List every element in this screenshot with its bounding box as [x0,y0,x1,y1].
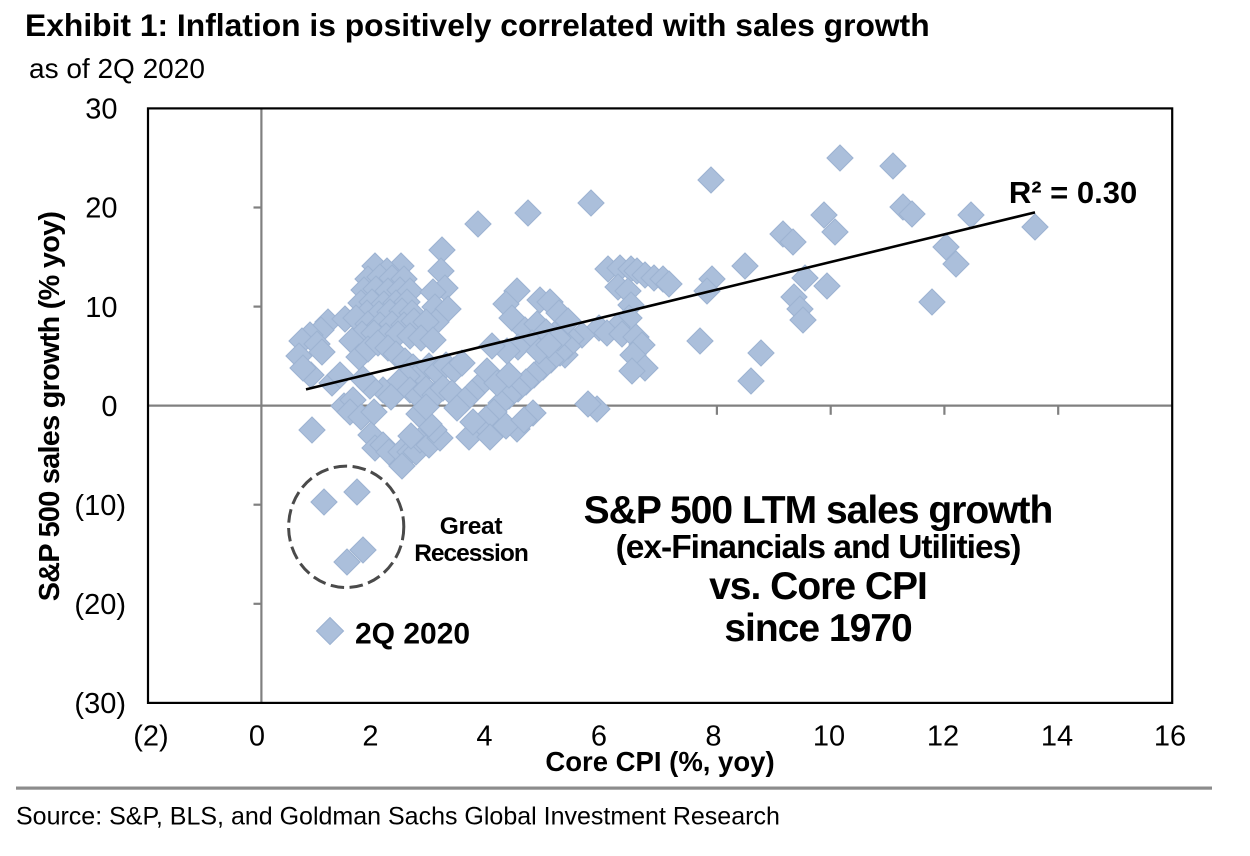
svg-text:10: 10 [85,292,117,324]
svg-text:Source: S&P, BLS, and Goldman: Source: S&P, BLS, and Goldman Sachs Glob… [16,803,780,831]
svg-text:S&P 500 sales growth (% yoy): S&P 500 sales growth (% yoy) [34,212,66,602]
svg-text:10: 10 [813,721,845,753]
svg-text:0: 0 [249,721,265,753]
svg-text:20: 20 [85,193,117,225]
svg-text:(30): (30) [74,688,126,720]
svg-text:8: 8 [705,721,721,753]
svg-text:vs. Core CPI: vs. Core CPI [709,565,927,608]
svg-text:Recession: Recession [414,540,528,567]
svg-text:(20): (20) [74,589,126,621]
svg-text:Exhibit 1: Inflation is positi: Exhibit 1: Inflation is positively corre… [25,7,930,43]
svg-text:14: 14 [1041,721,1073,753]
svg-text:2Q 2020: 2Q 2020 [355,618,470,651]
svg-text:0: 0 [101,391,117,423]
svg-text:30: 30 [85,94,117,126]
svg-text:S&P 500 LTM sales growth: S&P 500 LTM sales growth [584,489,1053,532]
svg-text:16: 16 [1154,721,1186,753]
svg-text:Core CPI (%, yoy): Core CPI (%, yoy) [545,746,774,777]
svg-text:4: 4 [476,721,492,753]
svg-text:(10): (10) [74,490,126,522]
svg-text:Great: Great [440,513,503,540]
svg-text:6: 6 [591,721,607,753]
svg-text:as of 2Q 2020: as of 2Q 2020 [29,53,205,84]
svg-text:(ex-Financials and Utilities): (ex-Financials and Utilities) [616,529,1021,566]
svg-text:(2): (2) [133,721,168,753]
svg-text:2: 2 [362,721,378,753]
svg-text:since 1970: since 1970 [724,607,912,650]
svg-text:12: 12 [927,721,959,753]
svg-text:R² = 0.30: R² = 0.30 [1009,175,1137,210]
